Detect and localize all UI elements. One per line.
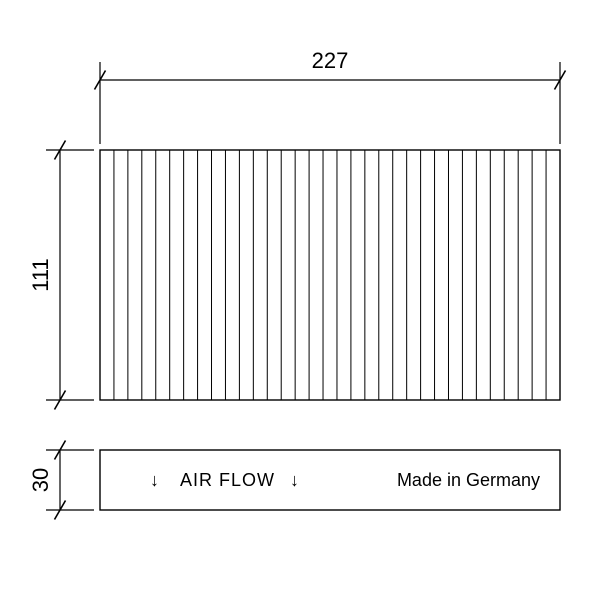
dim-height-value: 111	[28, 258, 53, 291]
origin-label: Made in Germany	[397, 470, 540, 490]
airflow-label: AIR FLOW	[180, 470, 275, 490]
filter-grille	[100, 150, 560, 400]
dim-width-value: 227	[312, 48, 349, 73]
dim-thickness-value: 30	[28, 468, 53, 492]
technical-drawing: 227 111 30 ↓ AIR FLOW ↓ Made in Germany	[0, 0, 600, 600]
airflow-arrow-right-icon: ↓	[290, 470, 299, 490]
airflow-arrow-left-icon: ↓	[150, 470, 159, 490]
